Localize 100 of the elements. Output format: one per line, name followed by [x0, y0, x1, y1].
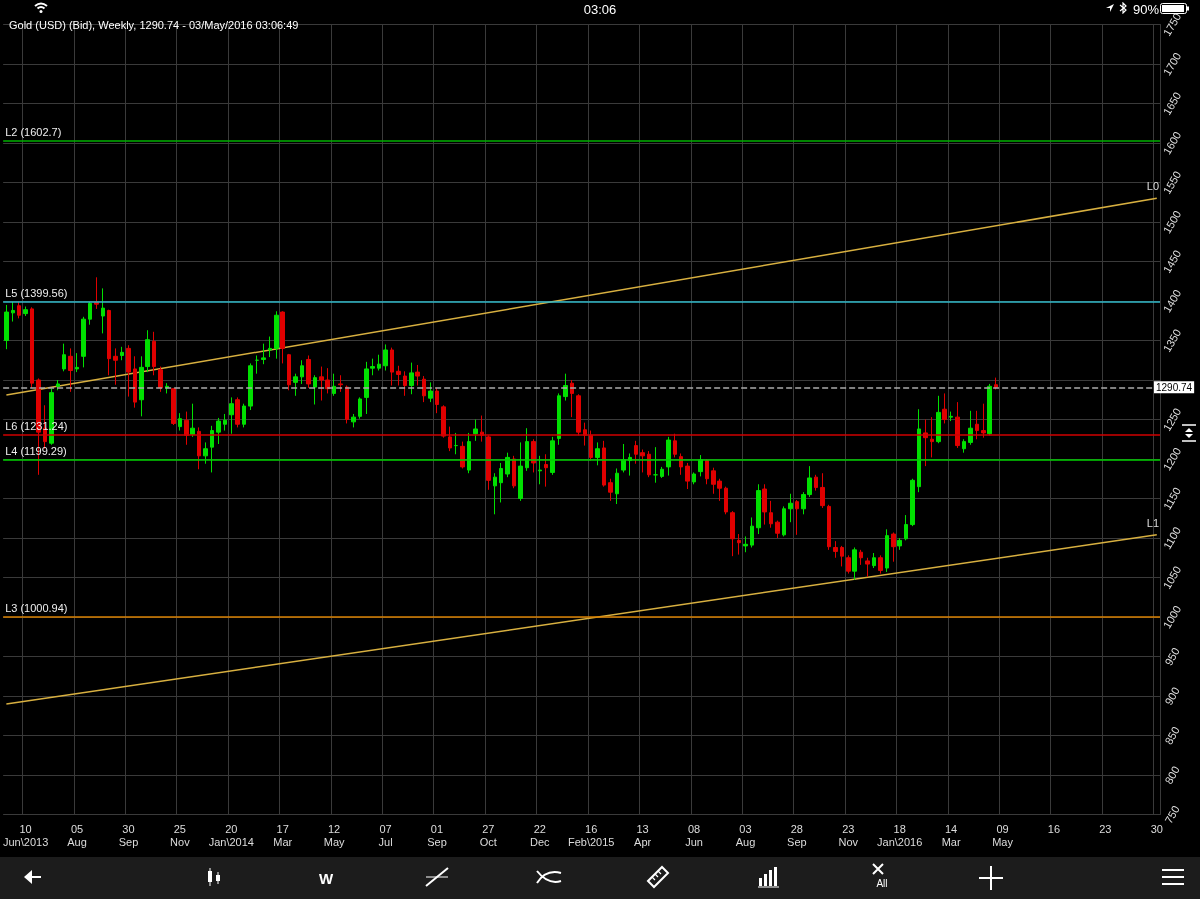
candlestick	[139, 355, 144, 417]
candlestick	[11, 301, 15, 323]
candlestick	[390, 347, 394, 387]
y-tick-label: 750	[1162, 803, 1182, 826]
candlestick	[840, 545, 844, 567]
candlestick	[56, 379, 60, 391]
candlestick	[178, 412, 182, 432]
ref-line-label: 1290.74	[1156, 381, 1193, 393]
candlestick	[396, 365, 401, 387]
x-tick-label: 17 Mar	[273, 823, 293, 848]
candlestick	[640, 449, 645, 473]
candlestick	[975, 410, 979, 440]
candlestick	[769, 500, 773, 529]
x-tick-label: 30	[1150, 823, 1163, 835]
candlestick	[274, 310, 279, 360]
candlestick	[473, 419, 478, 442]
x-tick-label: 27 Oct	[479, 823, 497, 848]
candlestick	[313, 374, 317, 405]
candlestick	[216, 417, 221, 445]
candlestick	[666, 436, 671, 477]
candlestick	[293, 373, 298, 397]
candlestick	[113, 347, 118, 386]
candlestick	[595, 441, 600, 466]
candlestick	[332, 373, 336, 397]
candlestick	[878, 554, 883, 575]
candlestick	[891, 531, 896, 563]
candlestick	[171, 387, 176, 426]
candlestick	[531, 438, 536, 473]
candlestick	[280, 310, 285, 364]
candlestick	[441, 404, 446, 439]
candlestick	[743, 535, 748, 553]
candlestick	[550, 436, 555, 476]
candlestick	[338, 374, 343, 393]
candlestick	[4, 304, 9, 350]
candlestick	[377, 354, 381, 372]
candlestick	[248, 362, 253, 411]
candlestick	[235, 396, 240, 428]
candlestick	[68, 347, 73, 393]
candlestick	[570, 379, 574, 418]
candlestick	[403, 370, 407, 397]
candlestick	[415, 364, 420, 387]
candlestick	[634, 440, 638, 465]
x-tick-label: 23 Nov	[838, 823, 859, 848]
candlestick	[30, 306, 34, 389]
candlestick	[184, 411, 189, 446]
candlestick	[197, 426, 201, 470]
candlestick	[820, 472, 825, 509]
candlestick	[518, 441, 523, 502]
candlestick	[852, 546, 857, 581]
candlestick	[493, 472, 497, 515]
candlestick	[229, 396, 234, 435]
x-tick-label: 14 Mar	[941, 823, 961, 848]
ref-line-label: L2 (1602.7)	[5, 126, 62, 139]
text: W	[318, 870, 334, 887]
candlestick	[158, 366, 163, 393]
candlestick	[203, 441, 208, 465]
candlestick	[621, 443, 626, 473]
candlestick	[120, 346, 124, 361]
candlestick	[538, 455, 542, 485]
candlestick	[660, 466, 664, 479]
candlestick	[756, 483, 761, 535]
text: All	[876, 878, 888, 889]
candlestick	[987, 383, 992, 436]
x-tick-label: 22 Dec	[530, 823, 551, 848]
candlestick	[512, 455, 516, 489]
candlestick	[833, 540, 838, 559]
chart-title: Gold (USD) (Bid), Weekly, 1290.74 - 03/May/2016 03:06:49	[9, 18, 299, 31]
candlestick	[223, 413, 227, 432]
candlestick	[705, 458, 709, 485]
y-tick-label: 900	[1162, 685, 1182, 707]
candlestick	[872, 552, 876, 569]
candlestick	[692, 471, 696, 485]
candlestick	[306, 355, 311, 389]
candlestick	[962, 438, 966, 454]
candlestick	[955, 401, 960, 449]
y-tick-label: 950	[1162, 645, 1182, 668]
candlestick	[460, 441, 465, 469]
x-tick-label: 20 Jan\2014	[208, 823, 254, 848]
candlestick	[730, 510, 735, 557]
candlestick	[576, 393, 581, 436]
candlestick	[949, 411, 953, 422]
candlestick	[994, 377, 998, 390]
candlestick	[499, 462, 503, 503]
candlestick	[190, 403, 195, 438]
candlestick	[827, 504, 831, 551]
candlestick	[62, 343, 66, 372]
candlestick	[583, 422, 587, 447]
candlestick	[602, 440, 606, 488]
candlestick	[126, 344, 131, 398]
candlestick	[615, 467, 619, 505]
candlestick	[782, 505, 786, 537]
candlestick	[23, 306, 28, 317]
y-tick-label: 800	[1162, 764, 1182, 786]
candlestick	[287, 353, 291, 391]
x-tick-label: 18 Jan\2016	[877, 823, 923, 848]
candlestick	[942, 392, 947, 424]
x-tick-label: 16 Feb\2015	[567, 823, 615, 848]
candlestick	[422, 375, 426, 403]
candlestick	[762, 483, 767, 526]
candlestick	[910, 478, 915, 527]
